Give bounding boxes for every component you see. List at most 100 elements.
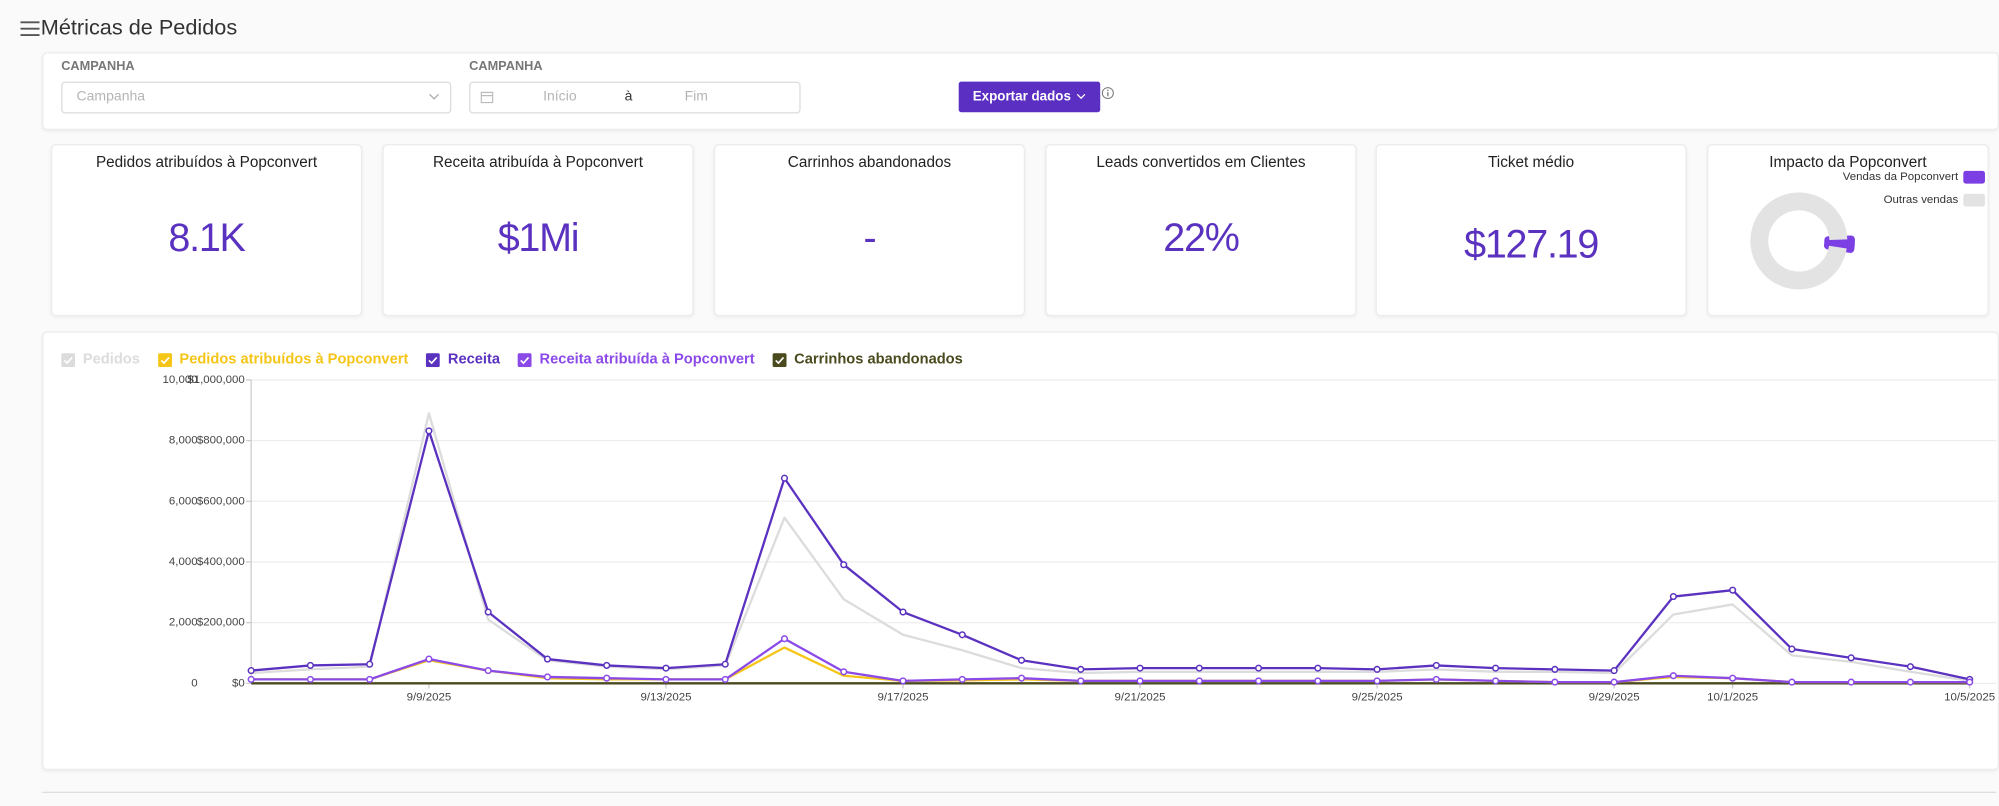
x-tick-label: 9/25/2025 [1352, 691, 1403, 703]
kpi-card: Leads convertidos em Clientes 22% [1045, 144, 1357, 317]
data-point [899, 677, 907, 685]
data-point [484, 667, 492, 675]
placeholder: Campanha [76, 89, 146, 105]
card-title: Impacto da Popconvert [1769, 152, 1927, 171]
data-point [425, 655, 433, 663]
legend-label: Pedidos atribuídos à Popconvert [179, 351, 409, 368]
data-point [1847, 678, 1855, 686]
legend-label: Receita [447, 351, 501, 368]
y2-tick-label: $400,000 [197, 556, 245, 568]
data-point [306, 661, 314, 669]
menu-icon[interactable] [20, 20, 40, 37]
data-point [1847, 654, 1855, 662]
date-range[interactable]: Início à Fim [469, 81, 801, 114]
data-point [780, 635, 789, 643]
card-title: Ticket médio [1488, 152, 1575, 171]
legend-swatch [1963, 170, 1985, 184]
y-tick-label: 6,000 [169, 495, 198, 507]
line-series [251, 637, 1970, 684]
chevron [429, 93, 440, 100]
data-point [1432, 661, 1440, 669]
legend-checkbox [426, 352, 441, 367]
legend-item[interactable]: Carrinhos abandonados [772, 352, 963, 367]
legend-item[interactable]: Pedidos [61, 352, 140, 367]
calendar-icon [480, 91, 494, 104]
data-point [1077, 677, 1085, 685]
divider [42, 791, 1997, 793]
data-point [1729, 674, 1737, 682]
start-input[interactable]: Início [543, 89, 577, 105]
data-point [366, 660, 374, 668]
y-tick-label: 4,000 [169, 556, 198, 568]
data-point [1314, 664, 1322, 672]
card-value: 8.1K [168, 215, 245, 261]
y-tick-label: 0 [191, 677, 197, 689]
legend-swatch [1963, 193, 1985, 207]
data-point [1906, 678, 1914, 686]
kpi-card: Receita atribuída à Popconvert $1Mi [382, 144, 694, 317]
checkbox-box [426, 352, 441, 367]
campaign-select[interactable]: Campanha [61, 81, 452, 114]
donut-slice [1823, 235, 1855, 253]
y2-tick-label: $600,000 [197, 495, 245, 507]
legend-label: Receita atribuída à Popconvert [539, 351, 755, 368]
checkbox-box [157, 352, 172, 367]
data-point [1254, 677, 1263, 685]
data-point [1610, 667, 1618, 675]
data-point [306, 675, 314, 683]
legend-item[interactable]: Receita atribuída à Popconvert [517, 351, 755, 368]
checkbox-box [772, 352, 787, 367]
card-title: Receita atribuída à Popconvert [432, 152, 644, 171]
data-point [721, 675, 729, 683]
legend-item[interactable]: Pedidos atribuídos à Popconvert [157, 351, 409, 368]
data-point [484, 608, 492, 616]
card-title: Leads convertidos em Clientes [1096, 152, 1306, 171]
data-point [662, 664, 670, 672]
data-point [603, 661, 611, 669]
legend-item[interactable]: Receita [426, 352, 500, 367]
legend-label: Outras vendas [1884, 194, 1959, 206]
y2-tick-label: $0 [232, 677, 245, 689]
end-input[interactable]: Fim [684, 89, 708, 105]
x-tick-label: 9/29/2025 [1589, 691, 1640, 703]
data-point [1906, 663, 1914, 671]
data-point [1492, 677, 1500, 685]
data-point [1669, 672, 1677, 680]
y2-tick-label: $200,000 [197, 617, 245, 629]
chart-panel [42, 331, 1999, 771]
data-point [1373, 677, 1381, 685]
card-title: Carrinhos abandonados [787, 152, 952, 171]
legend: Pedidos Pedidos atribuídos à Popconvert Re… [61, 352, 963, 367]
data-point [1551, 665, 1559, 673]
data-point [1373, 665, 1381, 673]
legend-label: Pedidos [82, 351, 140, 368]
data-point [958, 675, 966, 683]
x-tick-label: 9/9/2025 [407, 691, 452, 703]
data-point [1136, 677, 1144, 685]
legend-checkbox [157, 352, 172, 367]
checkbox-check [160, 356, 170, 364]
info-icon[interactable] [1101, 87, 1114, 100]
filter-label: CAMPANHA [469, 59, 543, 74]
line-series [251, 412, 1970, 683]
chevron [1076, 93, 1086, 100]
card-title: Pedidos atribuídos à Popconvert [95, 152, 318, 171]
checkbox-box [61, 352, 76, 367]
data-point [366, 675, 374, 683]
card-value: $127.19 [1464, 221, 1599, 267]
x-tick-label: 10/5/2025 [1944, 691, 1995, 703]
y2-tick-label: $1,000,000 [187, 374, 244, 386]
data-point [721, 660, 729, 668]
data-point [1966, 678, 1974, 686]
kpi-card: Ticket médio $127.19 [1375, 144, 1687, 317]
data-point [247, 675, 255, 683]
export-button[interactable]: Exportar dados [958, 81, 1101, 113]
data-point [1729, 586, 1737, 594]
x-tick-label: 9/17/2025 [877, 691, 928, 703]
data-point [1195, 664, 1203, 672]
line-series [251, 429, 1970, 681]
kpi-card: Pedidos atribuídos à Popconvert 8.1K [50, 144, 363, 317]
data-point [543, 673, 552, 681]
data-point [1017, 656, 1026, 664]
